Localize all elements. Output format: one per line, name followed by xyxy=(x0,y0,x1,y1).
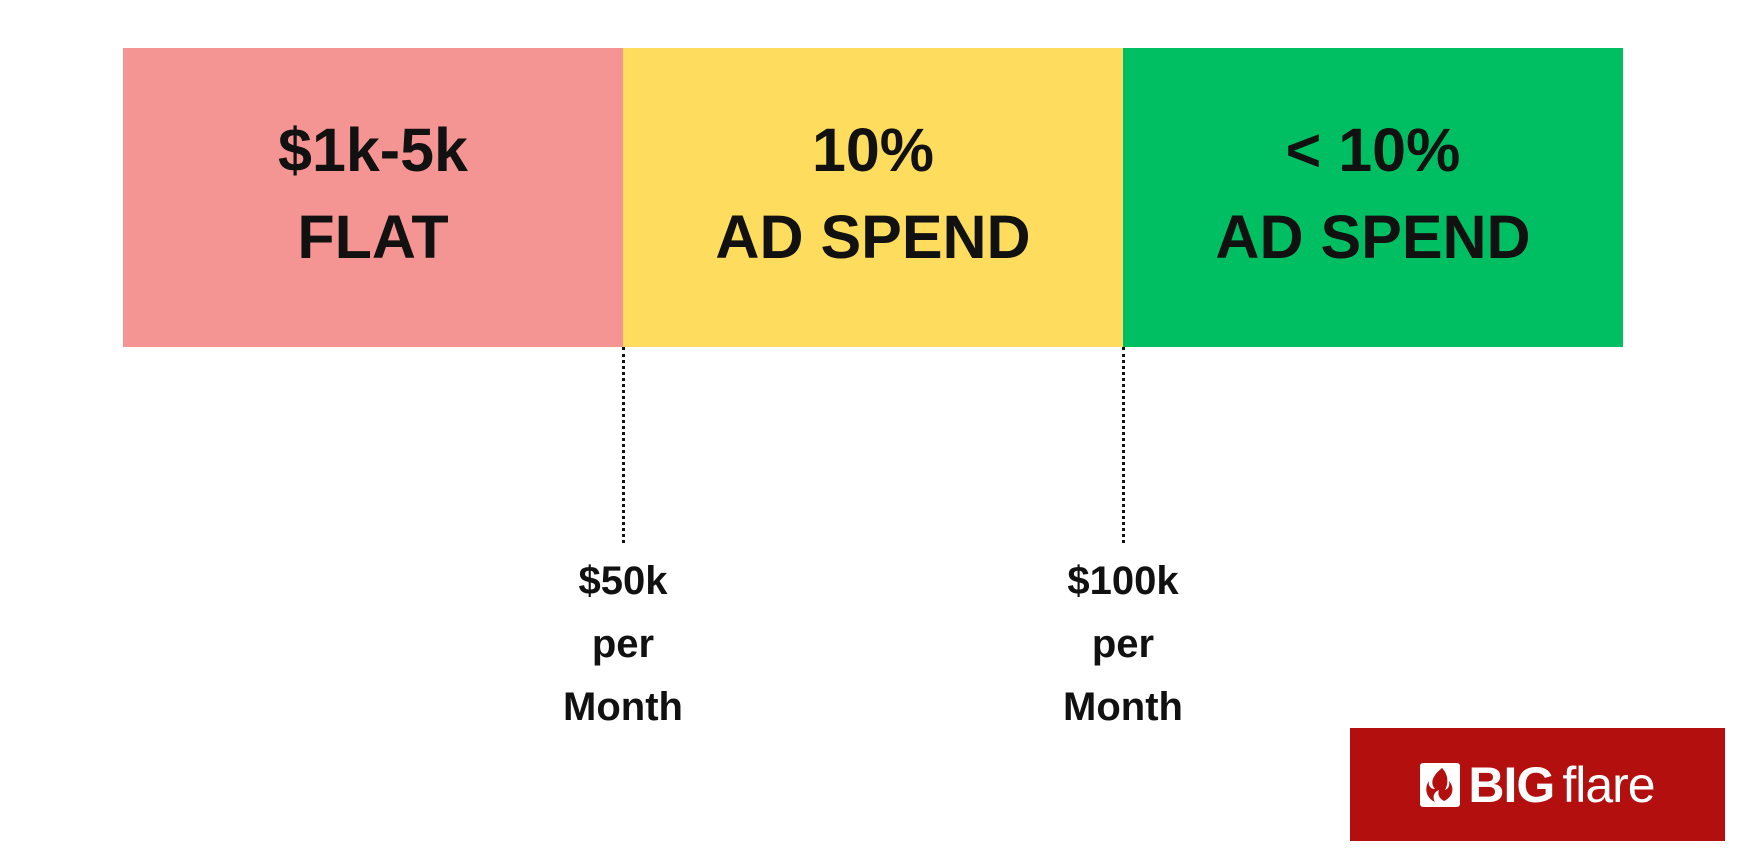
tier-under-ten-percent-label: AD SPEND xyxy=(1215,202,1531,271)
pricing-tiers-bar: $1k-5k FLAT 10% AD SPEND < 10% AD SPEND xyxy=(123,48,1623,347)
threshold-50k-period: Month xyxy=(563,685,683,729)
tier-under-ten-percent: < 10% AD SPEND xyxy=(1123,48,1623,347)
threshold-100k-amount: $100k xyxy=(1067,559,1179,603)
tier-flat-fee-label: FLAT xyxy=(297,202,449,271)
threshold-50k-per: per xyxy=(591,622,655,666)
flame-icon xyxy=(1420,762,1461,807)
tier-ten-percent: 10% AD SPEND xyxy=(623,48,1123,347)
threshold-50k-amount: $50k xyxy=(578,559,668,603)
tier-ten-percent-label: AD SPEND xyxy=(715,202,1031,271)
threshold-label-50k: $50k per Month xyxy=(513,550,733,739)
bigflare-logo: BIG flare xyxy=(1350,728,1725,841)
threshold-100k-period: Month xyxy=(1063,685,1183,729)
tier-ten-percent-amount: 10% xyxy=(811,115,935,184)
threshold-divider-50k xyxy=(622,347,625,543)
logo-text-flare: flare xyxy=(1562,756,1655,813)
threshold-divider-100k xyxy=(1122,347,1125,543)
threshold-100k-per: per xyxy=(1091,622,1155,666)
tier-flat-fee-amount: $1k-5k xyxy=(278,115,468,184)
threshold-label-100k: $100k per Month xyxy=(1013,550,1233,739)
tier-flat-fee: $1k-5k FLAT xyxy=(123,48,623,347)
logo-text-big: BIG xyxy=(1468,756,1555,813)
tier-under-ten-percent-amount: < 10% xyxy=(1285,115,1461,184)
